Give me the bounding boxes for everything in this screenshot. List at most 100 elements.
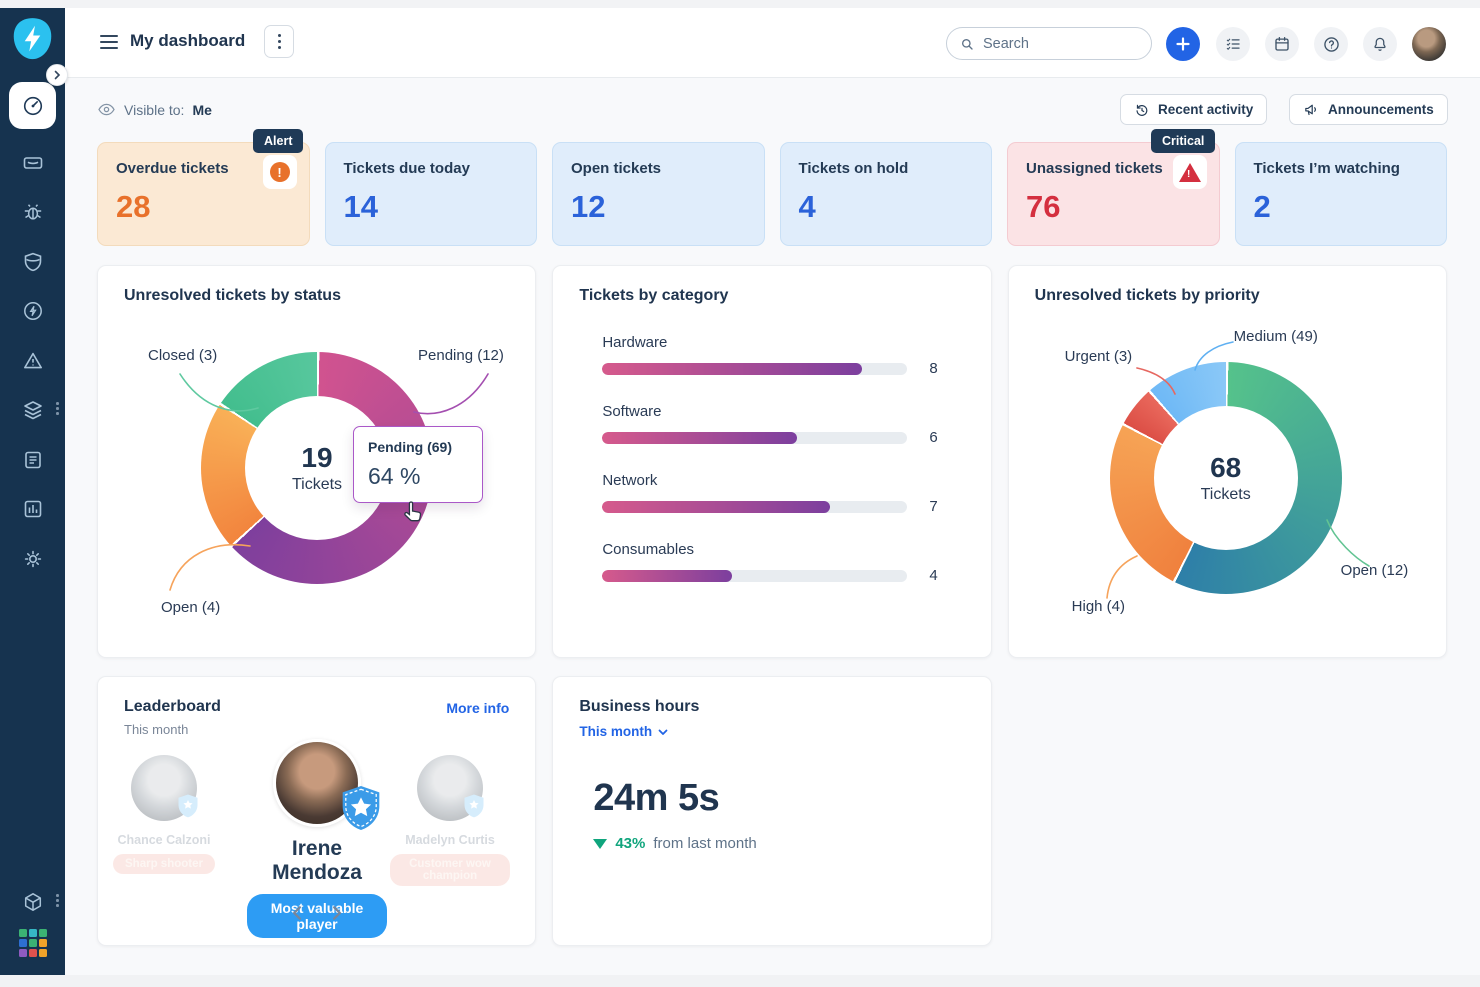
sidebar-item-packages[interactable] [0, 880, 65, 924]
packages-kebab-menu[interactable] [56, 894, 59, 907]
alert-triangle-icon [23, 352, 42, 369]
chevron-down-icon [658, 729, 668, 735]
shield-icon [24, 252, 41, 272]
create-new-button[interactable] [1166, 27, 1200, 61]
chart-title: Unresolved tickets by status [124, 287, 341, 304]
priority-donut-chart[interactable]: 68 Tickets [1109, 362, 1342, 594]
period-dropdown[interactable]: This month [579, 724, 669, 739]
more-info-link[interactable]: More info [446, 700, 510, 716]
stat-card-tickets-im-watching[interactable]: Tickets I’m watching 2 [1234, 142, 1447, 246]
prev-button[interactable] [290, 905, 304, 926]
high-callout-line [1105, 555, 1138, 599]
charts-row: Unresolved tickets by status 19 Tickets … [97, 265, 1447, 658]
leaderboard-pager [98, 905, 535, 926]
sidebar-item-alerts[interactable] [0, 339, 65, 383]
stat-value: 12 [571, 189, 606, 224]
hamburger-menu-icon[interactable] [100, 35, 118, 49]
mvp-shield-badge-icon [342, 786, 380, 830]
notifications-button[interactable] [1363, 27, 1397, 61]
donut-center: 19 Tickets [245, 396, 389, 540]
sidebar-item-tickets[interactable] [0, 141, 65, 185]
slice-label-open: Open (4) [161, 599, 221, 616]
pending-callout-line [413, 373, 489, 415]
leaderboard-person-current[interactable]: Irene Mendoza Most valuable player [247, 739, 387, 938]
slice-label-closed: Closed (3) [148, 347, 218, 364]
sidebar-item-documents[interactable] [0, 438, 65, 482]
sidebar-item-automations[interactable] [0, 289, 65, 333]
chevron-right-icon [332, 906, 341, 920]
slice-label-open: Open (12) [1340, 562, 1409, 579]
alert-badge-icon: ! [262, 155, 297, 189]
tasks-button[interactable] [1216, 27, 1250, 61]
help-button[interactable] [1314, 27, 1348, 61]
bottom-strip [0, 975, 1480, 987]
donut-center: 68 Tickets [1153, 406, 1298, 550]
bar-row[interactable]: Network 7 [602, 472, 938, 515]
bar-fill [602, 431, 797, 444]
leaderboard-period: This month [124, 722, 189, 737]
sidebar-item-reports[interactable] [0, 487, 65, 531]
sidebar [0, 8, 68, 975]
bar-track [602, 569, 908, 582]
app-logo[interactable] [11, 16, 54, 62]
stat-card-tickets-due-today[interactable]: Tickets due today 14 [324, 142, 537, 246]
next-button[interactable] [330, 905, 344, 926]
stat-card-open-tickets[interactable]: Open tickets 12 [552, 142, 765, 246]
visibility-row: Visible to: Me [97, 100, 212, 119]
layers-kebab-menu[interactable] [56, 402, 59, 415]
critical-tooltip: Critical [1151, 129, 1216, 153]
gear-icon [24, 550, 41, 568]
announcements-button[interactable]: Announcements [1289, 94, 1448, 125]
sidebar-item-settings[interactable] [0, 537, 65, 581]
open-callout-line [169, 544, 251, 591]
category-bar-chart: Hardware 8 Software 6 Network 7 Consumab… [602, 334, 962, 610]
slice-label-high: High (4) [1071, 598, 1126, 615]
leaderboard-person-next[interactable]: Madelyn Curtis Customer wow champion [390, 755, 510, 886]
megaphone-icon [1305, 104, 1316, 116]
bar-row[interactable]: Hardware 8 [602, 334, 938, 377]
search-bar[interactable] [946, 27, 1152, 60]
visible-to-value: Me [192, 101, 212, 118]
slice-label-urgent: Urgent (3) [1064, 348, 1133, 365]
stat-card-tickets-on-hold[interactable]: Tickets on hold 4 [779, 142, 992, 246]
plus-icon [1176, 37, 1190, 51]
sidebar-collapse-button[interactable] [46, 64, 68, 86]
stat-value: 76 [1026, 189, 1061, 224]
dashboard-content: Visible to: Me Recent activity Announceme… [65, 78, 1480, 975]
sidebar-item-security[interactable] [0, 240, 65, 284]
shield-badge-icon [464, 794, 484, 818]
recent-activity-button[interactable]: Recent activity [1120, 94, 1268, 125]
leaderboard-title: Leaderboard [124, 698, 221, 715]
leaderboard-person-prev[interactable]: Chance Calzoni Sharp shooter [104, 755, 224, 874]
stat-card-overdue-tickets[interactable]: Overdue tickets 28 ! [97, 142, 310, 246]
stat-card-unassigned-tickets[interactable]: Unassigned tickets 76 ! [1007, 142, 1220, 246]
dashboard-options-button[interactable] [264, 25, 294, 58]
slice-label-pending: Pending (12) [418, 347, 504, 364]
bar-row[interactable]: Software 6 [602, 403, 938, 446]
trend-down-icon [593, 838, 608, 849]
leaderboard-card: Leaderboard This month More info Chance … [97, 676, 537, 946]
chevron-right-icon [54, 70, 61, 80]
business-hours-delta: 43% from last month [593, 835, 757, 852]
search-input[interactable] [983, 35, 1123, 52]
app-launcher-grid-icon[interactable] [19, 929, 47, 957]
achievement-badge: Sharp shooter [113, 854, 215, 874]
history-clock-icon [1136, 104, 1148, 116]
checklist-icon [1226, 38, 1240, 51]
sidebar-item-problems[interactable] [0, 190, 65, 234]
medium-callout-line [1193, 341, 1234, 371]
bar-track [602, 500, 908, 513]
bottom-cards-row: Leaderboard This month More info Chance … [97, 676, 1447, 946]
layers-icon [23, 401, 42, 420]
search-icon [962, 38, 973, 50]
shield-badge-icon [178, 794, 198, 818]
user-avatar[interactable] [1412, 27, 1446, 61]
sidebar-item-dashboard[interactable] [9, 82, 56, 129]
alert-tooltip: Alert [253, 129, 304, 153]
eye-icon [98, 103, 115, 116]
critical-badge-icon: ! [1172, 155, 1207, 189]
page-title: My dashboard [130, 31, 246, 50]
sidebar-item-assets[interactable] [0, 388, 65, 432]
bar-row[interactable]: Consumables 4 [602, 541, 938, 584]
calendar-button[interactable] [1265, 27, 1299, 61]
